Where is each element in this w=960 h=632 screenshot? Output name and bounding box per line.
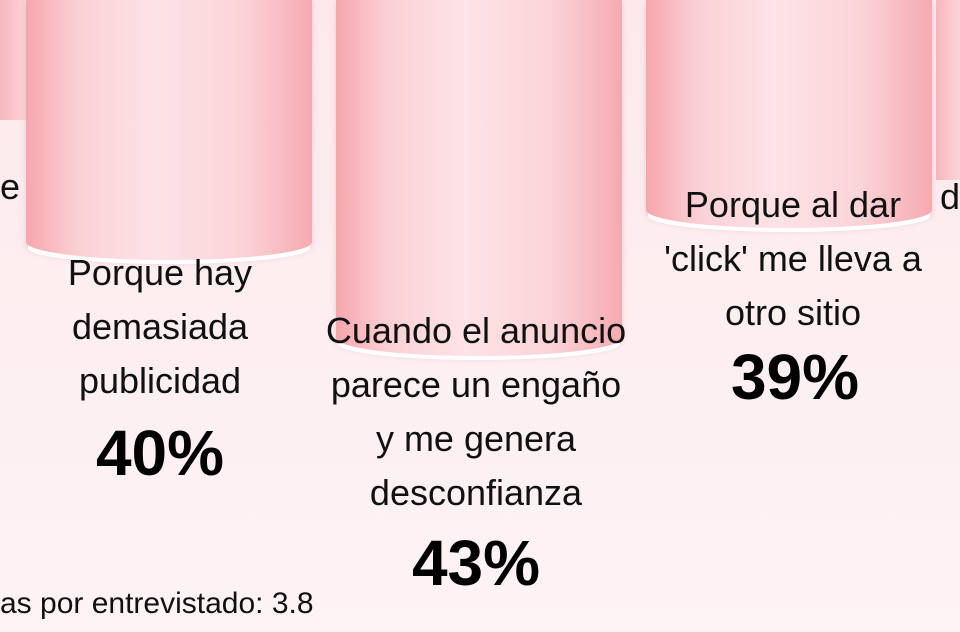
category-label-1-line-1: Porque hay (67, 252, 253, 293)
partial-label-left: e (0, 166, 21, 207)
category-label-3: Porque al dar 'click' me lleva a otro si… (638, 178, 948, 340)
category-label-2-line-1: Cuando el anuncio (325, 310, 627, 351)
category-label-3-line-3: otro sitio (724, 292, 862, 333)
category-label-3-line-2: 'click' me lleva a (664, 238, 922, 279)
partial-column-left (0, 0, 26, 120)
category-label-3-line-1: Porque al dar (684, 184, 902, 225)
partial-column-right (936, 0, 960, 180)
category-label-1: Porque hay demasiada publicidad (30, 246, 290, 408)
category-label-2: Cuando el anuncio parece un engaño y me … (306, 304, 646, 520)
bar-click-lleva-otro-sitio (646, 0, 932, 228)
value-label-2: 43% (411, 527, 541, 599)
value-label-1: 40% (95, 417, 225, 489)
category-label-1-line-2: demasiada (71, 306, 249, 347)
bar-porque-hay-demasiada-publicidad (26, 0, 312, 260)
bar-anuncio-parece-engano (336, 0, 622, 356)
value-label-3: 39% (730, 341, 860, 413)
category-label-2-line-3: y me genera (375, 418, 577, 459)
footnote: as por entrevistado: 3.8 (0, 587, 314, 620)
category-label-2-line-2: parece un engaño (330, 364, 622, 405)
category-label-1-line-3: publicidad (78, 360, 242, 401)
category-label-2-line-4: desconfianza (369, 472, 583, 513)
partial-label-right: d (940, 176, 960, 217)
